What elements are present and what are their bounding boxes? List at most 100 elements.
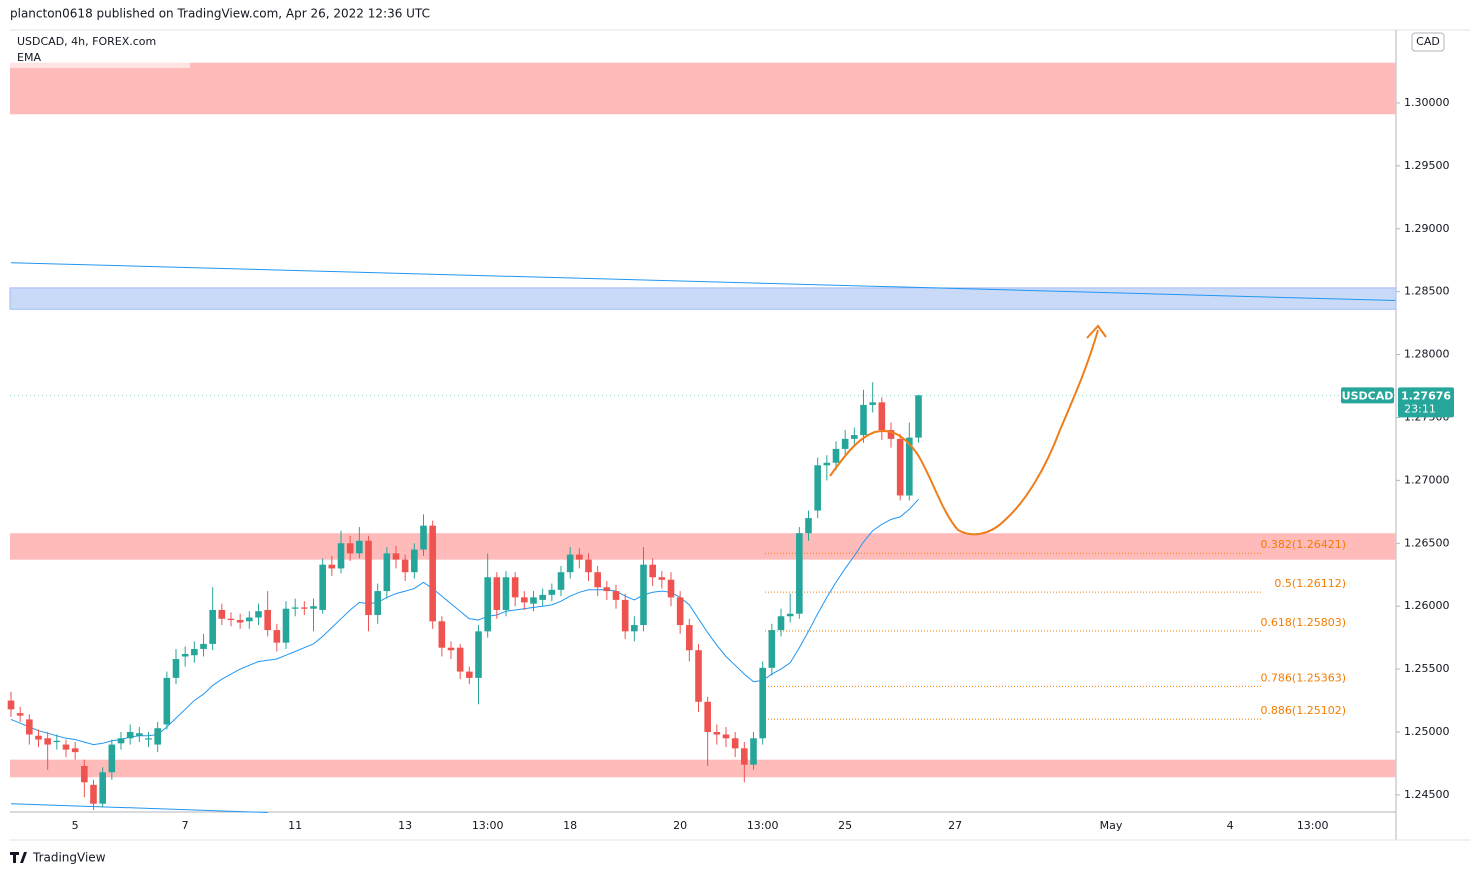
fib-label: 0.786(1.25363) (1260, 671, 1346, 684)
fib-label: 0.382(1.26421) (1260, 538, 1346, 551)
y-tick-label: 1.28500 (1404, 285, 1450, 298)
candle-body (805, 518, 812, 534)
projection-arrowhead (1086, 324, 1107, 339)
candle-body (906, 437, 913, 496)
candle-body (16, 713, 24, 716)
candle-body (236, 620, 244, 623)
x-tick-label: 13:00 (472, 819, 504, 832)
candle-body (786, 613, 794, 617)
y-tick-label: 1.30000 (1404, 96, 1450, 109)
candle-body (731, 738, 739, 749)
y-tick-label: 1.24500 (1404, 788, 1450, 801)
symbol-badge-label: USDCAD (1342, 389, 1394, 402)
candle-body (621, 599, 629, 632)
symbol-title: USDCAD, 4h, FOREX.com (17, 35, 156, 48)
fib-label: 0.5(1.26112) (1274, 577, 1346, 590)
x-tick-label: 27 (948, 819, 962, 832)
candle-body (35, 735, 42, 740)
candle-body (191, 648, 198, 656)
candle-body (722, 734, 730, 739)
candle-body (585, 559, 592, 573)
candle-body (154, 728, 161, 745)
trendline (10, 803, 268, 814)
plot-area: 0.382(1.26421) 0.5(1.26112) 0.618(1.25803)… (7, 62, 1400, 814)
candle-body (539, 594, 546, 600)
candle-body (291, 607, 299, 609)
candle-body (777, 616, 785, 631)
candle-body (136, 733, 143, 736)
candle-body (117, 738, 125, 744)
candle-body (383, 553, 391, 592)
candle-body (99, 772, 106, 804)
candle-body (44, 738, 51, 745)
y-tick-label: 1.26500 (1404, 536, 1450, 549)
candle-body (71, 748, 79, 753)
y-tick-label: 1.29500 (1404, 159, 1450, 172)
x-tick-label: 18 (563, 819, 577, 832)
x-tick-label: 4 (1227, 819, 1234, 832)
candle-body (612, 591, 620, 600)
x-tick-label: 25 (838, 819, 852, 832)
candle-body (530, 597, 537, 604)
candle-body (346, 543, 354, 554)
zone (9, 287, 1397, 310)
x-tick-label: 20 (673, 819, 687, 832)
candle-body (704, 701, 711, 732)
candle-body (438, 621, 446, 648)
candle-body (81, 765, 88, 783)
candle-body (869, 402, 876, 405)
candle-body (365, 540, 372, 615)
candle-body (658, 577, 666, 580)
price-badge (1398, 387, 1454, 418)
candle-body (301, 607, 308, 609)
legend-bg (10, 32, 190, 68)
trendline (10, 262, 1396, 301)
candle-body (420, 525, 427, 550)
x-tick-label: 5 (72, 819, 79, 832)
x-tick-label: 13 (398, 819, 412, 832)
currency-label: CAD (1416, 35, 1440, 48)
candle-body (218, 609, 226, 619)
candle-body (878, 402, 886, 431)
candle-body (90, 784, 97, 804)
candle-body (768, 630, 776, 668)
x-tick-label: 13:00 (747, 819, 779, 832)
candle-body (227, 618, 235, 621)
candle-body (649, 564, 656, 578)
fib-label: 0.886(1.25102) (1260, 704, 1346, 717)
x-tick-label: 7 (182, 819, 189, 832)
candle-body (273, 630, 281, 643)
candle-body (759, 667, 766, 739)
candle-body (172, 659, 180, 678)
candle-body (557, 572, 565, 590)
candle-body (521, 597, 528, 603)
candle-body (548, 589, 556, 595)
price-badge-value: 1.27676 (1401, 389, 1451, 402)
candle-body (456, 647, 464, 672)
candle-body (181, 653, 189, 657)
candle-body (896, 438, 904, 496)
candle-body (429, 525, 436, 622)
x-tick-label: May (1100, 819, 1123, 832)
candle-body (493, 577, 501, 610)
currency-box[interactable] (1411, 32, 1445, 52)
candle-body (484, 577, 491, 632)
y-tick-label: 1.27000 (1404, 473, 1450, 486)
candle-body (851, 435, 858, 439)
zone (10, 62, 1396, 115)
candle-body (466, 671, 473, 678)
candle-body (796, 533, 803, 614)
candle-body (310, 606, 317, 609)
x-tick-label: 13:00 (1297, 819, 1329, 832)
candle-body (447, 647, 455, 651)
candle-body (502, 577, 510, 610)
y-tick-label: 1.28000 (1404, 348, 1450, 361)
candle-body (200, 643, 207, 649)
candle-body (686, 625, 693, 651)
candle-body (53, 740, 61, 743)
candle-body (374, 591, 381, 615)
candle-body (814, 465, 821, 511)
candle-body (887, 430, 895, 439)
x-tick-label: 11 (288, 819, 302, 832)
